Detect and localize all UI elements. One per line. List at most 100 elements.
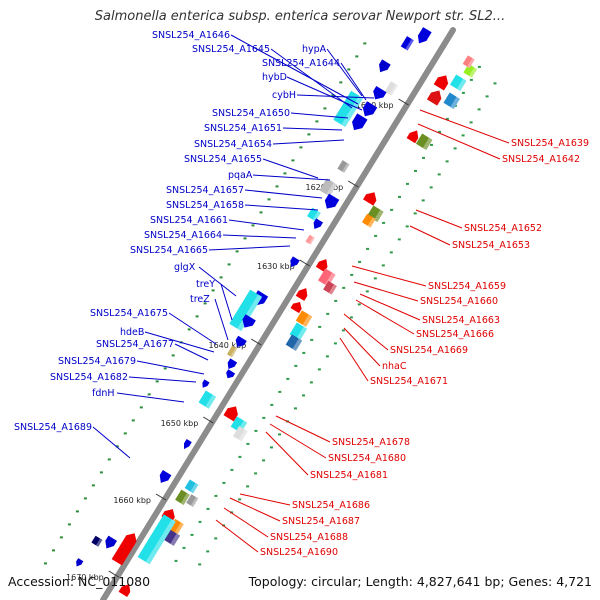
gene-block[interactable] [295,310,313,327]
gene-label-left[interactable]: SNSL254_A1675 [90,308,168,319]
gene-label-right[interactable]: SNSL254_A1653 [452,240,530,251]
gene-feature[interactable] [463,63,478,78]
gene-arrow[interactable] [290,299,305,314]
gene-feature[interactable] [184,479,199,494]
gene-label-left[interactable]: SNSL254_A1654 [194,139,272,150]
gene-label-left[interactable]: hdeB [120,327,144,338]
gene-label-left[interactable]: hypA [302,44,327,55]
gene-label-left[interactable]: SNSL254_A1657 [166,185,244,196]
gene-arrow[interactable] [360,101,378,119]
gene-feature[interactable] [361,213,376,228]
gene-feature[interactable] [400,36,414,51]
gene-block[interactable] [307,207,321,222]
gene-feature[interactable] [200,379,210,389]
gene-feature[interactable] [363,189,380,206]
gene-block[interactable] [184,479,199,494]
gene-label-right[interactable]: SNSL254_A1669 [390,345,468,356]
gene-block[interactable] [229,289,263,332]
gene-feature[interactable] [323,280,337,295]
gene-block[interactable] [443,92,460,110]
gene-block[interactable] [400,36,414,51]
gene-feature[interactable] [181,438,192,451]
gene-label-right[interactable]: SNSL254_A1652 [464,223,542,234]
gene-arrow[interactable] [322,193,340,212]
gene-label-right[interactable]: nhaC [382,361,407,372]
gene-arrow[interactable] [223,403,242,422]
gene-block[interactable] [462,55,475,69]
gene-label-left[interactable]: treZ [190,294,210,305]
gene-arrow[interactable] [181,438,192,451]
gene-block[interactable] [337,160,350,173]
gene-label-left[interactable]: SNSL254_A1664 [144,230,222,241]
gene-label-left[interactable]: treY [196,279,215,290]
gene-feature[interactable] [288,256,300,269]
gene-block[interactable] [91,535,103,547]
gene-arrow[interactable] [415,27,432,46]
gene-feature[interactable] [462,55,475,69]
gene-feature[interactable] [239,314,256,331]
gene-label-right[interactable]: SNSL254_A1690 [260,547,338,558]
gene-feature[interactable] [232,425,248,442]
gene-label-right[interactable]: SNSL254_A1642 [502,154,580,165]
gene-arrow[interactable] [406,128,422,144]
gene-label-left[interactable]: SNSL254_A1646 [152,30,230,41]
gene-feature[interactable] [224,369,236,380]
gene-feature[interactable] [175,489,190,506]
gene-feature[interactable] [74,558,84,568]
gene-feature[interactable] [233,335,247,350]
gene-feature[interactable] [406,128,422,144]
gene-feature[interactable] [290,299,305,314]
gene-label-right[interactable]: SNSL254_A1671 [370,376,448,387]
gene-block[interactable] [463,63,478,78]
gene-block[interactable] [226,345,238,358]
gene-arrow[interactable] [288,256,300,269]
gene-feature[interactable] [415,27,432,46]
gene-block[interactable] [137,514,176,565]
gene-label-left[interactable]: SNSL254_A1644 [262,58,340,69]
gene-label-right[interactable]: SNSL254_A1687 [282,516,360,527]
gene-block[interactable] [449,74,467,91]
gene-label-right[interactable]: SNSL254_A1678 [332,437,410,448]
gene-feature[interactable] [384,81,398,96]
gene-label-right[interactable]: SNSL254_A1659 [428,281,506,292]
gene-arrow[interactable] [295,285,311,301]
gene-feature[interactable] [102,535,117,551]
gene-feature[interactable] [319,178,337,197]
gene-feature[interactable] [157,469,172,485]
gene-label-left[interactable]: SNSL254_A1679 [58,356,136,367]
gene-label-right[interactable]: SNSL254_A1680 [328,453,406,464]
gene-label-left[interactable]: SNSL254_A1689 [14,422,92,433]
gene-label-left[interactable]: cybH [272,90,296,101]
gene-arrow[interactable] [224,369,236,380]
gene-feature[interactable] [360,101,378,119]
gene-label-left[interactable]: SNSL254_A1645 [192,44,270,55]
gene-label-left[interactable]: SNSL254_A1682 [50,372,128,383]
gene-label-right[interactable]: SNSL254_A1681 [310,470,388,481]
gene-labels[interactable]: SNSL254_A1646 SNSL254_A1645 hypA SNSL254_A1… [14,30,589,558]
gene-feature[interactable] [311,218,324,231]
gene-arrow[interactable] [433,72,452,91]
gene-feature[interactable] [449,74,467,91]
gene-block[interactable] [175,489,190,506]
gene-feature[interactable] [225,358,238,371]
gene-arrow[interactable] [225,358,238,371]
gene-block[interactable] [318,268,336,287]
gene-block[interactable] [186,494,199,507]
gene-feature[interactable] [376,59,391,74]
gene-block[interactable] [361,213,376,228]
gene-arrow[interactable] [111,530,140,566]
gene-label-right[interactable]: SNSL254_A1660 [420,296,498,307]
gene-arrow[interactable] [74,558,84,568]
gene-feature[interactable] [91,535,103,547]
gene-arrow[interactable] [200,379,210,389]
gene-arrow[interactable] [233,335,247,350]
gene-label-left[interactable]: SNSL254_A1677 [96,339,174,350]
gene-feature[interactable] [305,234,315,245]
gene-feature[interactable] [370,86,387,103]
gene-arrow[interactable] [370,86,387,103]
gene-feature[interactable] [443,92,460,110]
gene-arrow[interactable] [315,257,331,273]
gene-block[interactable] [232,425,248,442]
gene-label-right[interactable]: SNSL254_A1663 [422,315,500,326]
gene-block[interactable] [319,178,337,197]
